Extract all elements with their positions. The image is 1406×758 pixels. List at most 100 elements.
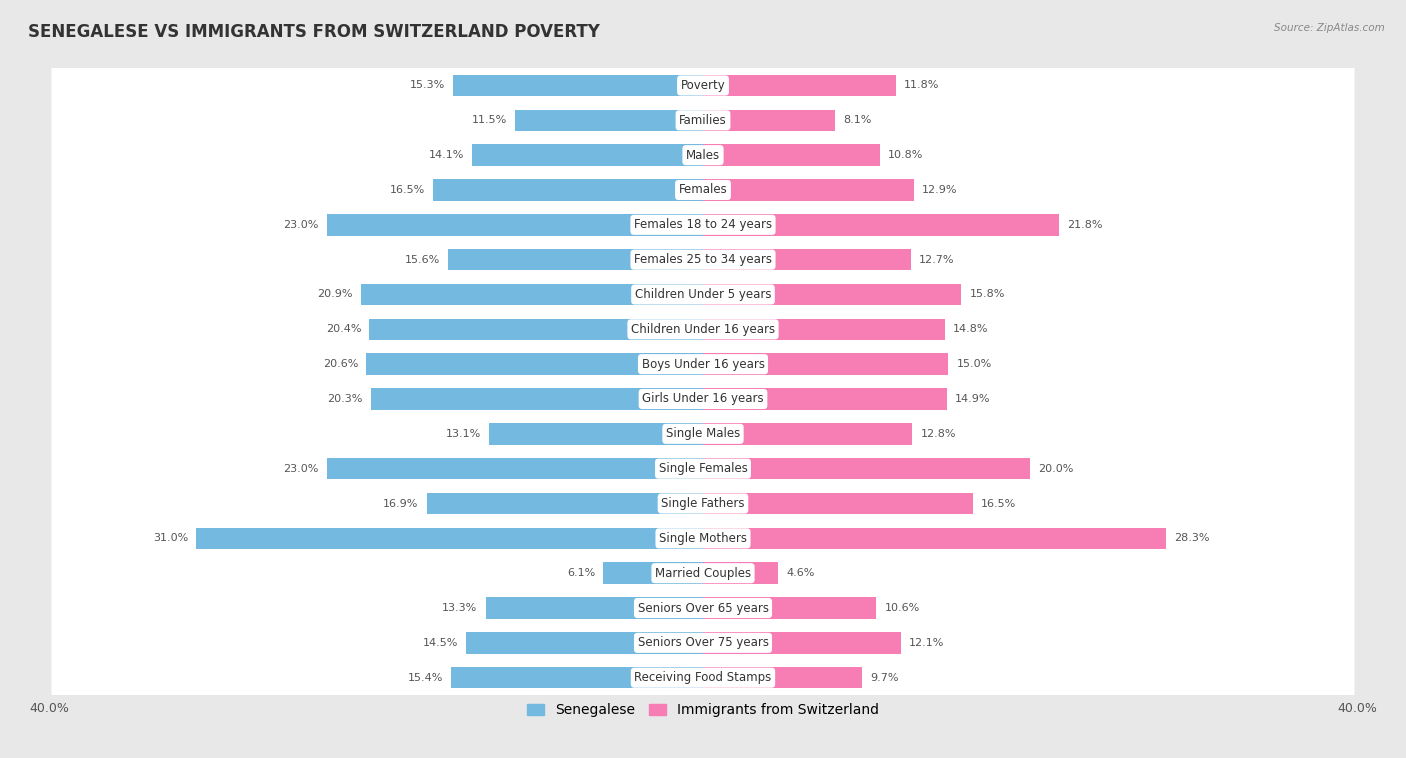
Text: 15.4%: 15.4% <box>408 672 443 683</box>
Text: SENEGALESE VS IMMIGRANTS FROM SWITZERLAND POVERTY: SENEGALESE VS IMMIGRANTS FROM SWITZERLAN… <box>28 23 600 41</box>
Text: Single Males: Single Males <box>666 428 740 440</box>
Text: 14.8%: 14.8% <box>953 324 988 334</box>
FancyBboxPatch shape <box>52 587 1354 628</box>
Text: 13.1%: 13.1% <box>446 429 481 439</box>
Text: 20.9%: 20.9% <box>318 290 353 299</box>
Bar <box>366 353 703 375</box>
Bar <box>703 528 1166 549</box>
FancyBboxPatch shape <box>52 553 1354 594</box>
Text: 20.0%: 20.0% <box>1038 464 1074 474</box>
Text: 15.3%: 15.3% <box>409 80 444 90</box>
Text: 16.5%: 16.5% <box>389 185 425 195</box>
Text: 10.6%: 10.6% <box>884 603 920 613</box>
Bar <box>703 249 911 271</box>
Text: 12.8%: 12.8% <box>921 429 956 439</box>
Bar <box>703 597 876 619</box>
Text: 11.5%: 11.5% <box>471 115 506 125</box>
Bar <box>472 144 703 166</box>
Text: 28.3%: 28.3% <box>1174 534 1209 543</box>
Text: Females 25 to 34 years: Females 25 to 34 years <box>634 253 772 266</box>
Text: 15.0%: 15.0% <box>956 359 991 369</box>
Text: 23.0%: 23.0% <box>284 220 319 230</box>
Bar <box>485 597 703 619</box>
FancyBboxPatch shape <box>52 170 1354 210</box>
Text: 9.7%: 9.7% <box>870 672 898 683</box>
Bar <box>703 458 1031 480</box>
Text: 31.0%: 31.0% <box>153 534 188 543</box>
Text: 15.6%: 15.6% <box>405 255 440 265</box>
Bar <box>328 458 703 480</box>
FancyBboxPatch shape <box>52 205 1354 245</box>
Text: 14.9%: 14.9% <box>955 394 990 404</box>
Text: Single Fathers: Single Fathers <box>661 497 745 510</box>
Bar <box>361 283 703 305</box>
FancyBboxPatch shape <box>52 135 1354 175</box>
Bar <box>703 562 778 584</box>
Legend: Senegalese, Immigrants from Switzerland: Senegalese, Immigrants from Switzerland <box>522 697 884 722</box>
Bar <box>703 632 901 653</box>
FancyBboxPatch shape <box>52 309 1354 349</box>
Text: 14.1%: 14.1% <box>429 150 464 160</box>
Text: 12.1%: 12.1% <box>910 637 945 648</box>
Text: Poverty: Poverty <box>681 79 725 92</box>
Bar <box>197 528 703 549</box>
Bar <box>703 75 896 96</box>
Text: Seniors Over 75 years: Seniors Over 75 years <box>637 637 769 650</box>
Text: 12.9%: 12.9% <box>922 185 957 195</box>
Bar <box>515 109 703 131</box>
Bar <box>703 423 912 445</box>
Bar <box>451 667 703 688</box>
Bar <box>489 423 703 445</box>
Text: 14.5%: 14.5% <box>422 637 458 648</box>
Bar <box>449 249 703 271</box>
Text: Married Couples: Married Couples <box>655 567 751 580</box>
FancyBboxPatch shape <box>52 518 1354 559</box>
Text: 12.7%: 12.7% <box>918 255 955 265</box>
Bar <box>703 214 1060 236</box>
FancyBboxPatch shape <box>52 622 1354 663</box>
Bar <box>703 179 914 201</box>
FancyBboxPatch shape <box>52 274 1354 315</box>
Text: Females: Females <box>679 183 727 196</box>
Bar <box>453 75 703 96</box>
Text: 8.1%: 8.1% <box>844 115 872 125</box>
Bar <box>328 214 703 236</box>
Text: Children Under 5 years: Children Under 5 years <box>634 288 772 301</box>
Text: 16.5%: 16.5% <box>981 499 1017 509</box>
Bar <box>465 632 703 653</box>
Bar <box>703 144 880 166</box>
FancyBboxPatch shape <box>52 65 1354 105</box>
FancyBboxPatch shape <box>52 100 1354 140</box>
Text: Children Under 16 years: Children Under 16 years <box>631 323 775 336</box>
Bar <box>703 109 835 131</box>
Text: 20.4%: 20.4% <box>326 324 361 334</box>
Bar <box>703 318 945 340</box>
Text: 15.8%: 15.8% <box>970 290 1005 299</box>
Bar <box>370 318 703 340</box>
FancyBboxPatch shape <box>52 657 1354 698</box>
FancyBboxPatch shape <box>52 484 1354 524</box>
Text: 20.6%: 20.6% <box>322 359 359 369</box>
Text: Boys Under 16 years: Boys Under 16 years <box>641 358 765 371</box>
Text: Receiving Food Stamps: Receiving Food Stamps <box>634 671 772 684</box>
Text: Seniors Over 65 years: Seniors Over 65 years <box>637 602 769 615</box>
FancyBboxPatch shape <box>52 240 1354 280</box>
Text: 23.0%: 23.0% <box>284 464 319 474</box>
FancyBboxPatch shape <box>52 449 1354 489</box>
Bar <box>703 667 862 688</box>
Bar <box>703 353 948 375</box>
Bar <box>703 493 973 515</box>
Text: Girls Under 16 years: Girls Under 16 years <box>643 393 763 406</box>
Text: 21.8%: 21.8% <box>1067 220 1104 230</box>
Text: Families: Families <box>679 114 727 127</box>
FancyBboxPatch shape <box>52 379 1354 419</box>
Text: 20.3%: 20.3% <box>328 394 363 404</box>
Text: Females 18 to 24 years: Females 18 to 24 years <box>634 218 772 231</box>
Bar <box>603 562 703 584</box>
Bar <box>703 388 946 410</box>
Text: 6.1%: 6.1% <box>567 568 595 578</box>
Text: 4.6%: 4.6% <box>786 568 814 578</box>
Bar <box>433 179 703 201</box>
Text: Males: Males <box>686 149 720 161</box>
Text: Source: ZipAtlas.com: Source: ZipAtlas.com <box>1274 23 1385 33</box>
